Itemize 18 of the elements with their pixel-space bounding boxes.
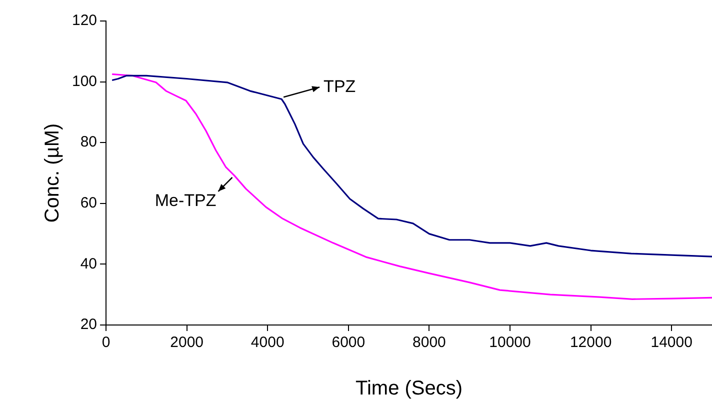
y-tick-label: 40 <box>80 255 98 272</box>
x-tick-label: 2000 <box>170 334 204 352</box>
x-tick-label: 10000 <box>489 334 531 352</box>
series-label: Me-TPZ <box>154 191 216 210</box>
y-tick-label: 60 <box>80 194 98 212</box>
x-tick-label: 14000 <box>650 334 692 352</box>
y-tick-label: 120 <box>72 12 98 30</box>
x-tick-label: 0 <box>102 334 110 352</box>
y-tick-label: 80 <box>80 134 98 151</box>
x-axis-title: Time (Secs) <box>355 378 463 400</box>
y-axis-title: Conc. (µM) <box>42 123 64 223</box>
x-tick-label: 12000 <box>570 334 612 352</box>
x-tick-label: 8000 <box>412 334 446 352</box>
y-tick-label: 100 <box>72 72 98 90</box>
x-tick-label: 6000 <box>332 334 366 352</box>
text: TPZ <box>324 76 356 96</box>
y-tick-label: 20 <box>80 316 98 334</box>
x-tick-label: 4000 <box>250 334 284 352</box>
